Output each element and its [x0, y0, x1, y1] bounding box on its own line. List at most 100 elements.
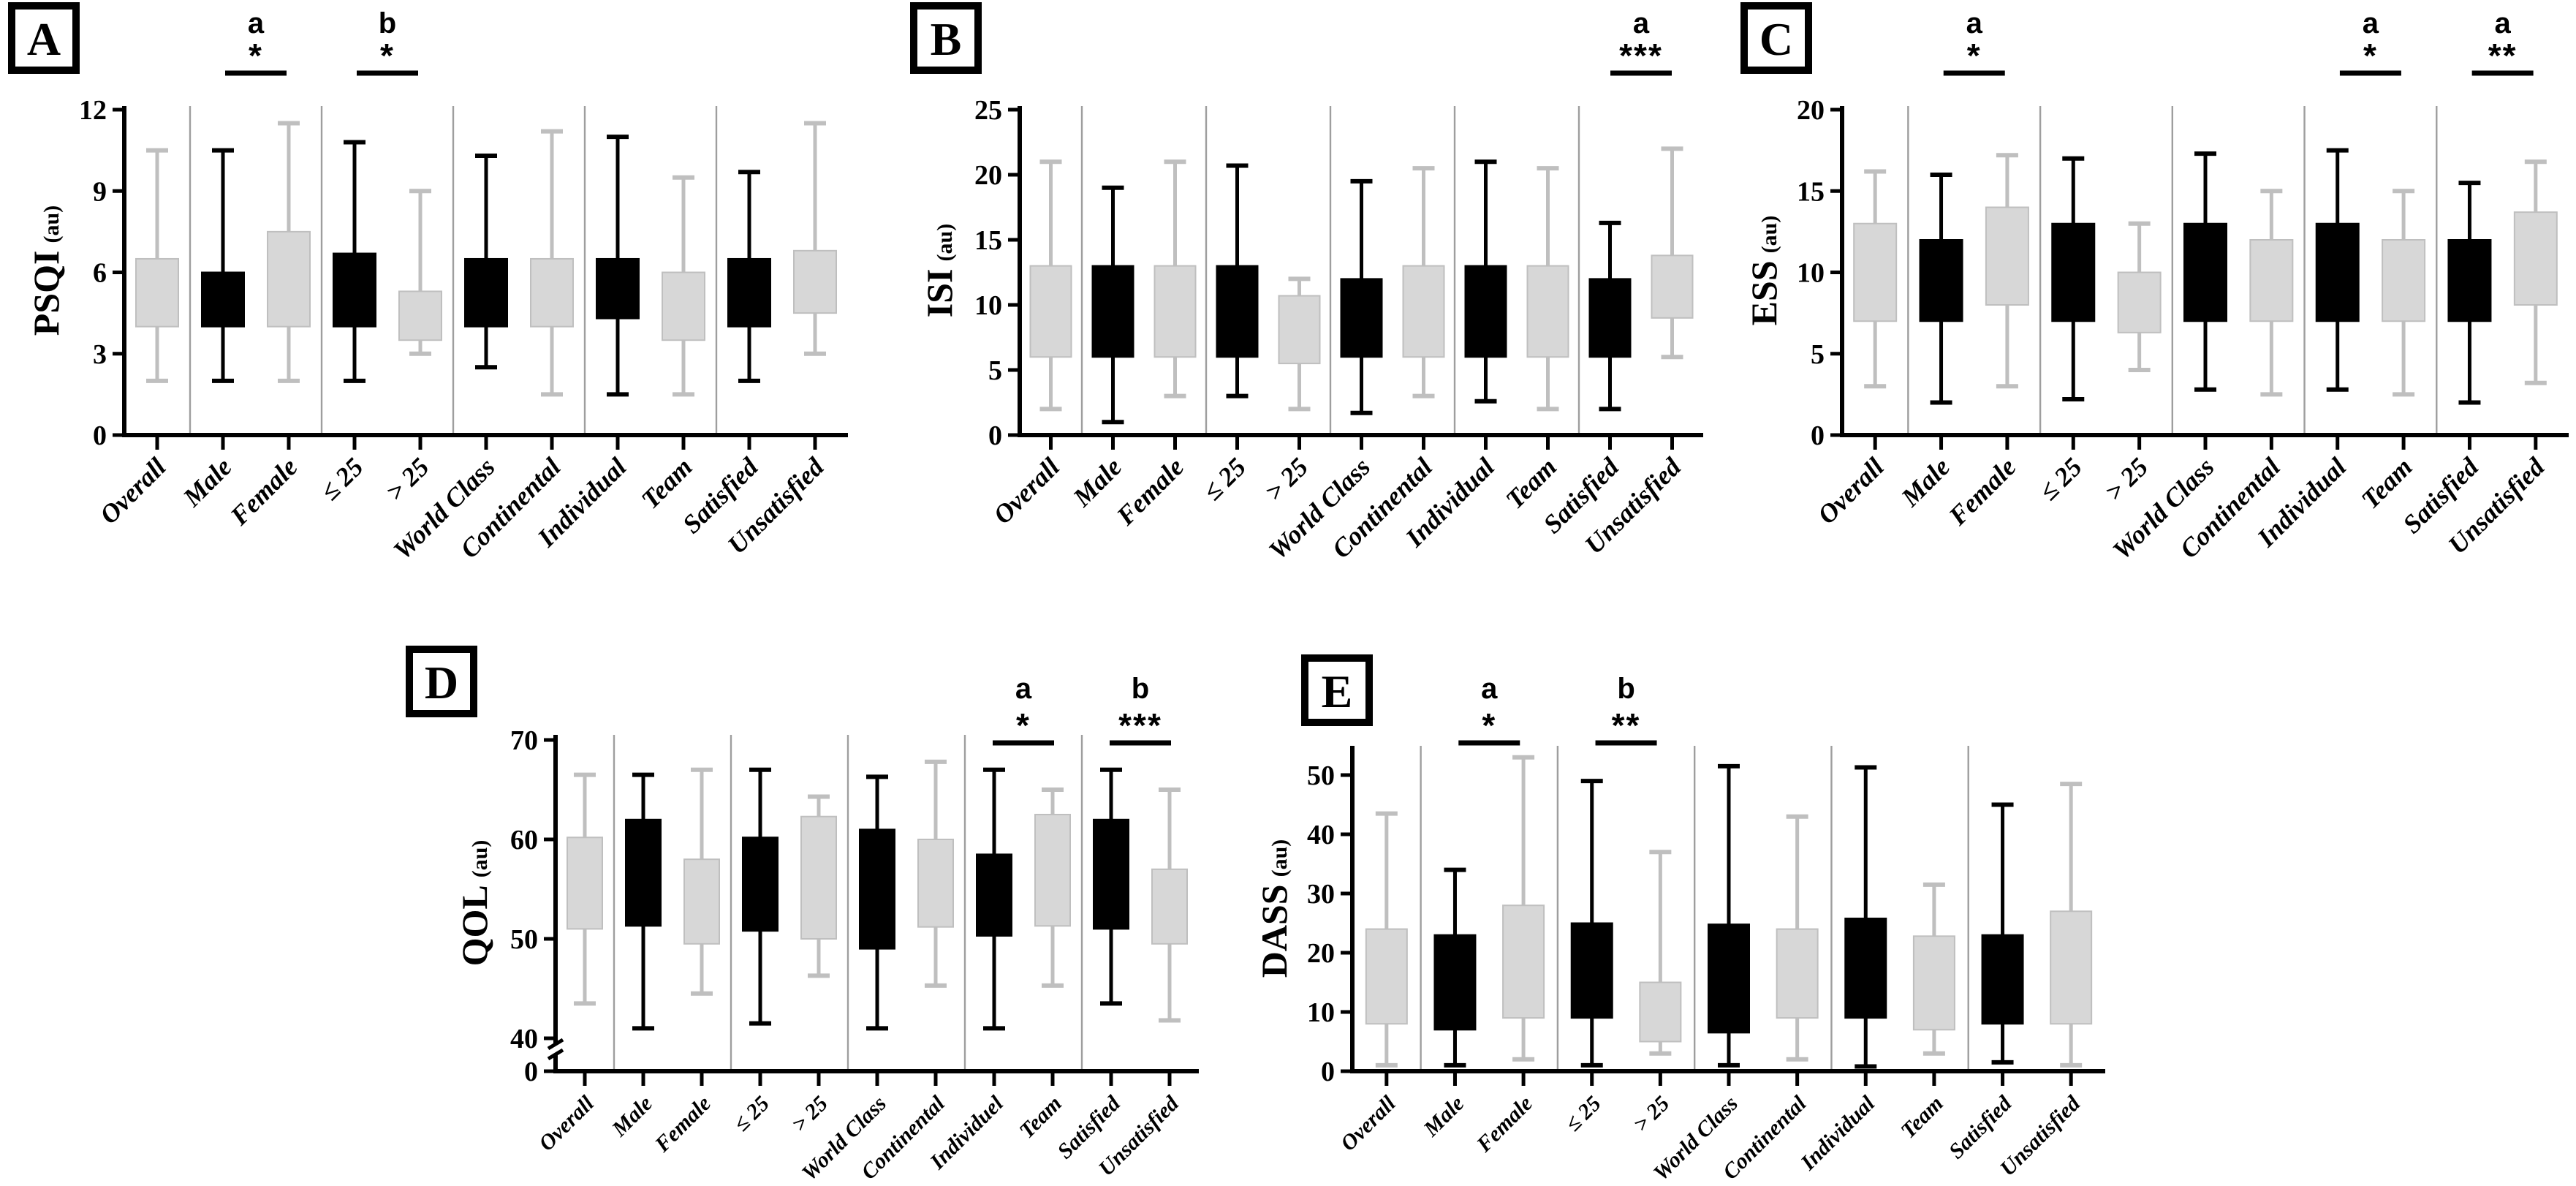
svg-text:***: *** — [1118, 706, 1162, 744]
x-label-25: > 25 — [1629, 1092, 1674, 1137]
box-25 — [1278, 276, 1321, 412]
box-male — [625, 772, 662, 1031]
svg-text:a: a — [2363, 7, 2379, 39]
y-tick-labels: 0 10 20 30 40 50 — [1307, 760, 1352, 1087]
significance-D-1-b: b*** — [1110, 673, 1171, 746]
box-25 — [333, 140, 376, 383]
svg-text:D: D — [425, 657, 458, 709]
box-team — [1912, 882, 1955, 1056]
x-label-team: Team — [1015, 1092, 1067, 1144]
box-25 — [742, 767, 779, 1026]
svg-text:**: ** — [1612, 706, 1641, 744]
box-female — [1985, 153, 2029, 389]
svg-text:40: 40 — [1307, 820, 1335, 850]
x-label-25: ≤ 25 — [1561, 1092, 1605, 1136]
svg-text:0: 0 — [1811, 420, 1825, 451]
significance-B-0-a: a*** — [1610, 7, 1672, 76]
box-female — [1153, 159, 1197, 399]
x-label-female: Female — [1471, 1092, 1537, 1157]
box-overall — [135, 148, 179, 383]
box-25 — [2117, 221, 2162, 372]
svg-text:15: 15 — [1797, 176, 1825, 207]
box-individual — [2315, 148, 2360, 392]
x-label-female: Female — [1110, 452, 1189, 531]
axes — [547, 735, 1199, 1073]
group-separators — [613, 735, 1083, 1071]
box-continental — [530, 129, 574, 397]
group-separators — [1420, 746, 1969, 1071]
x-label-25: > 25 — [1259, 452, 1314, 507]
box-continental — [1776, 814, 1819, 1062]
svg-text:10: 10 — [1797, 258, 1825, 289]
box-satisfied — [1588, 220, 1632, 412]
x-label-25: ≤ 25 — [1197, 452, 1251, 506]
svg-text:5: 5 — [988, 355, 1002, 386]
significance-E-0-a: a* — [1458, 673, 1520, 746]
y-tick-labels: 0 5 10 15 20 — [1797, 95, 1842, 451]
axes — [1018, 106, 1703, 437]
box-unsatisfied — [2513, 159, 2558, 385]
panel-E-badge: E — [1301, 654, 1373, 726]
box-female — [1502, 755, 1545, 1062]
box-satisfied — [2447, 181, 2492, 405]
x-label-25: > 25 — [2099, 452, 2154, 507]
x-label-team: Team — [1896, 1092, 1948, 1144]
x-label-overall: Overall — [1336, 1091, 1401, 1156]
box-world-class — [1708, 763, 1750, 1068]
y-axis-label: ISI(au) — [919, 224, 960, 317]
significance-C-2-a: a** — [2471, 7, 2534, 76]
svg-text:C: C — [1759, 13, 1793, 65]
box-overall — [1365, 811, 1408, 1068]
box-male — [201, 148, 245, 383]
svg-text:E: E — [1322, 665, 1353, 717]
x-label-male: Male — [607, 1092, 657, 1142]
svg-text:b: b — [1132, 673, 1149, 705]
significance-A-1-b: b* — [357, 7, 418, 76]
svg-text:0: 0 — [93, 420, 107, 451]
svg-text:B: B — [931, 13, 962, 65]
svg-text:b: b — [1617, 673, 1634, 705]
svg-text:*: * — [249, 37, 263, 75]
y-tick-labels: 040 50 60 70 — [510, 725, 556, 1087]
box-world-class — [859, 774, 895, 1031]
panel-D-badge: D — [406, 646, 477, 717]
box-25 — [1216, 163, 1259, 399]
svg-text:b: b — [379, 7, 396, 39]
svg-text:a: a — [248, 7, 265, 39]
box-25 — [2051, 156, 2096, 402]
x-label-25: > 25 — [380, 452, 435, 507]
box-overall — [1029, 159, 1072, 412]
svg-text:a: a — [1966, 7, 1983, 39]
box-continental — [917, 759, 954, 988]
svg-text:0: 0 — [988, 420, 1002, 451]
svg-text:50: 50 — [510, 924, 538, 955]
svg-text:0: 0 — [1321, 1057, 1335, 1087]
x-label-female: Female — [1942, 452, 2021, 531]
x-label-team: Team — [635, 452, 697, 514]
x-label-individual: Individual — [1795, 1091, 1879, 1175]
x-label-overall: Overall — [988, 452, 1065, 529]
svg-text:*: * — [1482, 706, 1496, 744]
box-satisfied — [1093, 767, 1129, 1006]
svg-text:**: ** — [2488, 37, 2518, 75]
group-separators — [189, 106, 718, 435]
svg-text:20: 20 — [1797, 95, 1825, 126]
svg-text:a: a — [2495, 7, 2512, 39]
svg-text:a: a — [1481, 673, 1498, 705]
box-world-class — [1340, 178, 1383, 415]
svg-text:10: 10 — [974, 290, 1002, 321]
box-world-class — [2183, 151, 2227, 392]
x-label-female: Female — [224, 452, 303, 531]
svg-text:A: A — [27, 13, 61, 65]
group-separators — [1080, 106, 1580, 435]
x-label-female: Female — [650, 1092, 716, 1157]
box-overall — [567, 772, 603, 1006]
svg-text:*: * — [2363, 37, 2378, 75]
box-female — [267, 121, 311, 383]
